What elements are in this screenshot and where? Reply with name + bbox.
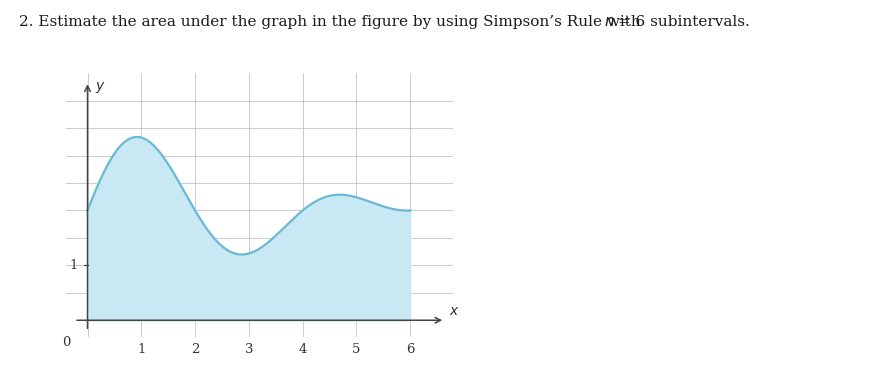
Text: 4: 4 xyxy=(298,343,307,356)
Text: 2: 2 xyxy=(191,343,199,356)
Text: 3: 3 xyxy=(245,343,253,356)
Text: 0: 0 xyxy=(62,336,70,349)
Text: $x$: $x$ xyxy=(449,305,459,318)
Text: 5: 5 xyxy=(352,343,361,356)
Text: $y$: $y$ xyxy=(94,80,106,95)
Text: $n$: $n$ xyxy=(604,15,614,29)
Text: 2. Estimate the area under the graph in the figure by using Simpson’s Rule with: 2. Estimate the area under the graph in … xyxy=(19,15,646,29)
Text: = 6 subintervals.: = 6 subintervals. xyxy=(613,15,750,29)
Text: 6: 6 xyxy=(406,343,414,356)
Text: 1: 1 xyxy=(137,343,145,356)
Text: 1: 1 xyxy=(70,259,77,272)
